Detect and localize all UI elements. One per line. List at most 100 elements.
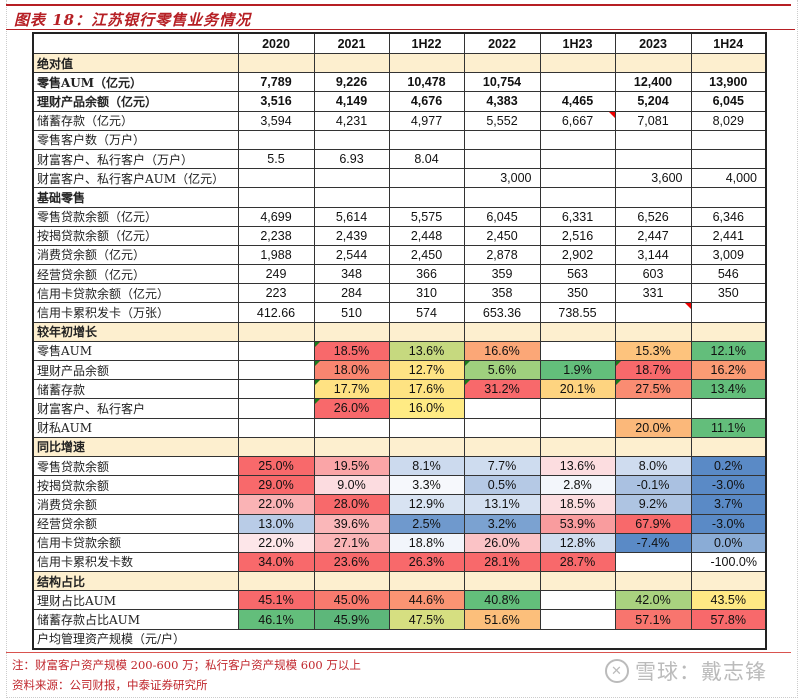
table-cell xyxy=(237,52,315,74)
column-header: 2020 xyxy=(237,32,315,54)
table-row: 经营贷余额 13.0% 39.6% 2.5% 3.2% 53.9% 67.9% -3.0% xyxy=(32,513,767,534)
table-row: 财私AUM 20.0% 11.1% xyxy=(32,417,767,438)
table-cell: 20.0% xyxy=(614,417,692,438)
table-cell: -3.0% xyxy=(690,513,767,534)
table-cell: 5.6% xyxy=(463,359,541,381)
table-cell: 331 xyxy=(614,283,692,304)
section-row: 绝对值 xyxy=(32,52,767,74)
row-label: 理财产品余额（亿元） xyxy=(32,91,239,112)
footnote: 注：财富客户资产规模 200-600 万；私行客户资产规模 600 万以上 xyxy=(12,658,361,672)
row-label: 储蓄存款（亿元） xyxy=(32,110,239,131)
table-row: 零售AUM（亿元） 7,789 9,226 10,478 10,754 12,400 13,… xyxy=(32,72,767,93)
row-label: 信用卡贷款余额（亿元） xyxy=(32,283,239,304)
table-cell xyxy=(614,398,692,419)
table-cell: 11.1% xyxy=(690,417,767,438)
row-label: 储蓄存款占比AUM xyxy=(32,609,239,630)
table-cell: 13.6% xyxy=(388,340,465,362)
table-cell: 9.0% xyxy=(313,475,390,496)
column-header: 1H22 xyxy=(388,32,465,54)
table-cell: 2,878 xyxy=(463,244,541,266)
table-cell: 19.5% xyxy=(313,455,390,477)
table-cell: 17.7% xyxy=(313,379,390,400)
table-cell: 7,081 xyxy=(614,110,692,131)
table-cell: 12.8% xyxy=(539,532,616,553)
row-label: 基础零售 xyxy=(32,187,239,208)
table-cell: 7,789 xyxy=(237,72,315,93)
table-cell: 53.9% xyxy=(539,513,616,534)
table-cell: 43.5% xyxy=(690,590,767,611)
table-cell: 4,383 xyxy=(463,91,541,112)
table-cell: 3.2% xyxy=(463,513,541,534)
table-cell xyxy=(614,302,692,323)
table-cell: 2,902 xyxy=(539,244,616,266)
table-cell xyxy=(539,187,616,208)
table-cell: 12.9% xyxy=(388,494,465,515)
table-cell xyxy=(313,321,390,342)
table-cell: 12,400 xyxy=(614,72,692,93)
table-cell: 18.0% xyxy=(313,359,390,381)
table-cell: 15.3% xyxy=(614,340,692,362)
table-cell: 350 xyxy=(539,283,616,304)
table-cell: 26.0% xyxy=(463,532,541,553)
table-row: 财富客户、私行客户AUM（亿元） 3,000 3,600 4,000 xyxy=(32,168,767,189)
table-cell: 3,000 xyxy=(463,168,541,189)
table-cell xyxy=(313,436,390,457)
table-cell: 7.7% xyxy=(463,455,541,477)
table-cell: 10,478 xyxy=(388,72,465,93)
table-cell: 1,988 xyxy=(237,244,315,266)
table-row: 储蓄存款 17.7% 17.6% 31.2% 20.1% 27.5% 13.4% xyxy=(32,379,767,400)
table-cell: 8.0% xyxy=(614,455,692,477)
table-cell: 27.1% xyxy=(313,532,390,553)
row-label: 零售AUM xyxy=(32,340,239,362)
table-cell: 510 xyxy=(313,302,390,323)
table-cell: 45.9% xyxy=(313,609,390,630)
table-cell xyxy=(237,168,315,189)
table-cell: 3,009 xyxy=(690,244,767,266)
table-cell: 1.9% xyxy=(539,359,616,381)
section-row: 较年初增长 xyxy=(32,321,767,342)
table-cell: 310 xyxy=(388,283,465,304)
table-cell: 17.6% xyxy=(388,379,465,400)
table-cell xyxy=(463,398,541,419)
table-cell xyxy=(539,321,616,342)
table-cell xyxy=(690,148,767,170)
table-cell: 6,526 xyxy=(614,206,692,227)
table-cell: 34.0% xyxy=(237,551,315,573)
table-cell: 10,754 xyxy=(463,72,541,93)
table-cell xyxy=(237,359,315,381)
table-cell: 16.6% xyxy=(463,340,541,362)
table-row: 消费贷余额（亿元） 1,988 2,544 2,450 2,878 2,902 3,144 3… xyxy=(32,244,767,266)
row-label: 零售客户数（万户） xyxy=(32,129,239,150)
table-cell: 13,900 xyxy=(690,72,767,93)
table-cell: 22.0% xyxy=(237,494,315,515)
footer-rule xyxy=(6,652,791,653)
table-cell: 3,600 xyxy=(614,168,692,189)
table-cell: 738.55 xyxy=(539,302,616,323)
table-row: 按揭贷款余额（亿元） 2,238 2,439 2,448 2,450 2,516 2,447… xyxy=(32,225,767,246)
title-rule xyxy=(6,29,795,30)
table-cell: 223 xyxy=(237,283,315,304)
table-cell: 12.1% xyxy=(690,340,767,362)
table-cell: 359 xyxy=(463,264,541,285)
table-row: 消费贷余额 22.0% 28.0% 12.9% 13.1% 18.5% 9.2% 3.7% xyxy=(32,494,767,515)
table-row: 零售贷款余额 25.0% 19.5% 8.1% 7.7% 13.6% 8.0% 0.2% xyxy=(32,455,767,477)
table-cell: 5,204 xyxy=(614,91,692,112)
table-cell: 6.93 xyxy=(313,148,390,170)
row-label: 较年初增长 xyxy=(32,321,239,342)
table-cell xyxy=(388,129,465,150)
table-cell: 284 xyxy=(313,283,390,304)
table-cell: 4,231 xyxy=(313,110,390,131)
table-cell xyxy=(614,187,692,208)
table-cell: 2,450 xyxy=(388,244,465,266)
table-row: 理财产品余额（亿元） 3,516 4,149 4,676 4,383 4,465 5,204… xyxy=(32,91,767,112)
column-header: 2023 xyxy=(614,32,692,54)
table-cell xyxy=(690,52,767,74)
header-corner xyxy=(32,32,239,54)
table-cell: 2,439 xyxy=(313,225,390,246)
table-cell: 2.8% xyxy=(539,475,616,496)
table-cell xyxy=(313,571,390,592)
table-cell xyxy=(614,321,692,342)
table-cell: 6,331 xyxy=(539,206,616,227)
table-cell: 2,450 xyxy=(463,225,541,246)
row-label: 理财占比AUM xyxy=(32,590,239,611)
